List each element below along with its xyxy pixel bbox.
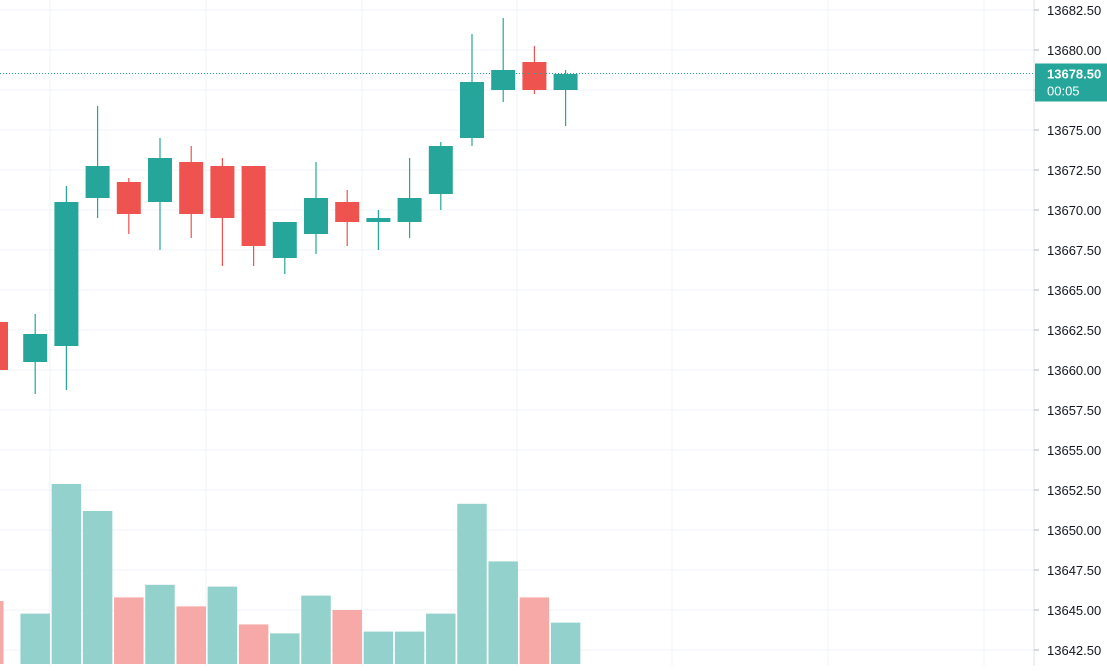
candle[interactable] xyxy=(179,146,204,238)
volume-bar xyxy=(426,613,456,664)
candle[interactable] xyxy=(241,166,266,266)
candle[interactable] xyxy=(397,158,422,238)
price-tick-label: 13647.50 xyxy=(1047,563,1101,578)
last-price-tag-background xyxy=(1035,63,1107,102)
candle[interactable] xyxy=(491,18,516,102)
candle[interactable] xyxy=(54,186,79,390)
candles[interactable] xyxy=(0,18,578,394)
candle[interactable] xyxy=(366,210,391,250)
candle[interactable] xyxy=(553,70,578,126)
candle[interactable] xyxy=(0,322,8,370)
volume-bar xyxy=(51,484,82,664)
volume-bar xyxy=(0,601,4,664)
price-tick-label: 13655.00 xyxy=(1047,443,1101,458)
price-tick-label: 13660.00 xyxy=(1047,363,1101,378)
countdown-label: 00:05 xyxy=(1047,84,1080,99)
price-tick-label: 13652.50 xyxy=(1047,483,1101,498)
candle[interactable] xyxy=(460,34,484,146)
candle[interactable] xyxy=(272,222,297,274)
volume-bar xyxy=(332,610,362,664)
price-tick-label: 13682.50 xyxy=(1047,3,1101,18)
candle-body xyxy=(54,202,79,346)
price-axis-background xyxy=(1034,0,1107,666)
volume-bar xyxy=(301,595,331,664)
volume-bar xyxy=(207,586,238,664)
volume-bar xyxy=(20,613,50,664)
candle-body xyxy=(85,166,110,198)
candle-body xyxy=(428,146,453,194)
candle[interactable] xyxy=(522,46,547,94)
volume-bar xyxy=(114,597,144,664)
last-price-label: 13678.50 xyxy=(1047,67,1101,82)
candle-body xyxy=(335,202,360,222)
candle-body xyxy=(491,70,516,90)
price-tick-label: 13672.50 xyxy=(1047,163,1101,178)
candle-body xyxy=(23,334,48,362)
candle[interactable] xyxy=(210,158,235,266)
volume-bar xyxy=(519,597,550,664)
volume-bar xyxy=(270,633,300,664)
volume-bar xyxy=(457,503,487,664)
price-tick-label: 13642.50 xyxy=(1047,643,1101,658)
candle-body xyxy=(397,198,422,222)
price-tick-label: 13670.00 xyxy=(1047,203,1101,218)
candle[interactable] xyxy=(428,142,453,210)
volume-bar xyxy=(145,584,175,664)
price-tick-label: 13662.50 xyxy=(1047,323,1101,338)
candle[interactable] xyxy=(148,138,172,250)
volume-bar xyxy=(176,606,206,664)
volume-bar xyxy=(82,511,113,664)
volume-bar xyxy=(238,624,269,664)
price-tick-label: 13645.00 xyxy=(1047,603,1101,618)
price-axis[interactable]: 13682.50 13680.00 13678.50 13675.00 13672.50… xyxy=(1033,0,1107,666)
candle-body xyxy=(460,82,484,138)
price-tick-label: 13657.50 xyxy=(1047,403,1101,418)
candle-body xyxy=(210,166,235,218)
last-price-tag: 13678.50 00:05 xyxy=(1035,63,1107,102)
candle[interactable] xyxy=(116,178,141,234)
candle-body xyxy=(304,198,328,234)
volume-bar xyxy=(488,561,518,664)
price-tick-label: 13667.50 xyxy=(1047,243,1101,258)
candle-body xyxy=(0,322,8,370)
volume-bars xyxy=(0,484,581,664)
candle-body xyxy=(366,218,391,222)
candle-body xyxy=(553,74,578,90)
price-tick-label: 13665.00 xyxy=(1047,283,1101,298)
candle-body xyxy=(179,162,204,214)
candle-body xyxy=(272,222,297,258)
price-tick-label: 13650.00 xyxy=(1047,523,1101,538)
candle[interactable] xyxy=(304,162,328,254)
candle[interactable] xyxy=(85,106,110,218)
candle[interactable] xyxy=(335,190,360,246)
price-tick-label: 13680.00 xyxy=(1047,43,1101,58)
candle-body xyxy=(522,62,547,90)
candle-body xyxy=(116,182,141,214)
candle-body xyxy=(148,158,172,202)
candle-body xyxy=(241,166,266,246)
grid xyxy=(0,0,1034,666)
volume-bar xyxy=(394,631,425,664)
candle[interactable] xyxy=(23,314,48,394)
volume-bar xyxy=(363,631,394,664)
price-tick-label: 13675.00 xyxy=(1047,123,1101,138)
volume-bar xyxy=(550,622,581,664)
